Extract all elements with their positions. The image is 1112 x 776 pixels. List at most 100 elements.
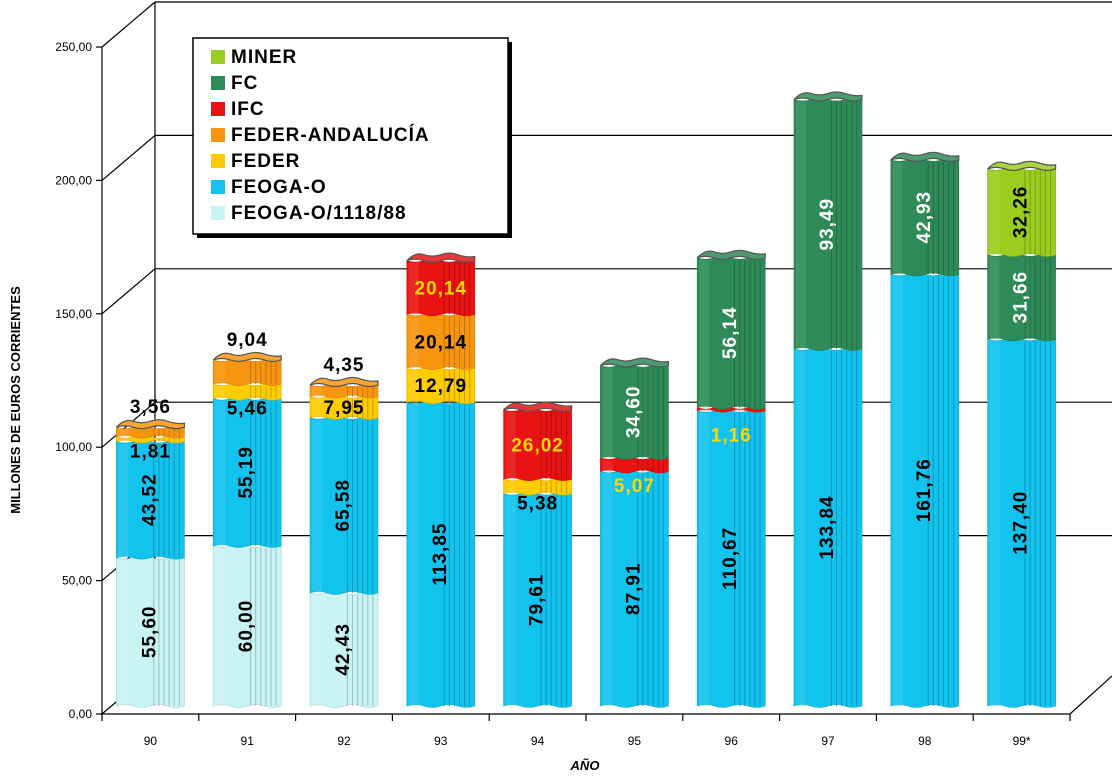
legend-label: FEOGA-O (231, 177, 327, 198)
legend-swatch (211, 102, 225, 116)
data-label: 5,46 (227, 399, 268, 420)
y-tick-label: 150,00 (55, 307, 92, 321)
bar-segment (212, 544, 282, 708)
legend-label: MINER (231, 47, 297, 68)
data-label: 110,67 (720, 527, 741, 590)
bar-cap (503, 401, 573, 412)
x-tick-label: 92 (337, 734, 351, 748)
bar-segment (406, 400, 476, 708)
data-label: 32,26 (1011, 186, 1032, 239)
legend-label: FC (231, 73, 258, 94)
legend-label: FEDER (231, 151, 300, 172)
data-label: 133,84 (817, 495, 838, 559)
data-label: 9,04 (227, 330, 268, 351)
data-label: 79,61 (527, 574, 548, 627)
data-label: 55,19 (236, 446, 257, 499)
data-label: 26,02 (511, 436, 564, 457)
bar-segment (406, 312, 476, 370)
x-tick-label: 98 (918, 734, 932, 748)
legend-swatch (211, 154, 225, 168)
legend-label: IFC (231, 99, 265, 120)
data-label: 34,60 (623, 385, 644, 438)
data-label: 161,76 (914, 458, 935, 522)
data-label: 65,58 (333, 479, 354, 532)
legend-swatch (211, 76, 225, 90)
x-axis-title: AÑO (570, 758, 600, 773)
data-label: 3,56 (130, 397, 171, 418)
legend-swatch (211, 50, 225, 64)
chart-data-labels: 55,60 43,52 1,81 3,56 60,00 55,19 5,46 9,04 42,4… (130, 186, 1032, 676)
bar-segment (116, 439, 185, 560)
bar-segment (890, 272, 960, 708)
x-tick-label: 97 (821, 734, 835, 748)
bar-segment (406, 258, 476, 317)
x-tick-label: 99* (1013, 734, 1031, 748)
bar-segment (696, 256, 766, 410)
bar-cap (115, 419, 185, 430)
legend-swatch (211, 206, 225, 220)
bar-segment (503, 408, 572, 482)
data-label: 93,49 (817, 198, 838, 251)
side-wall-line (101, 268, 156, 315)
chart-axes: 0,00 50,00 100,00 150,00 200,00 250,00 90 91 92 9… (55, 40, 1112, 748)
bar-segment (212, 396, 282, 548)
y-tick-label: 250,00 (55, 40, 92, 54)
data-label: 56,14 (720, 306, 741, 359)
floor-edge (1069, 675, 1112, 715)
data-label: 42,93 (914, 191, 935, 244)
legend-swatch (211, 180, 225, 194)
data-label: 5,07 (614, 476, 655, 497)
bar-cap (890, 151, 960, 162)
data-label: 43,52 (139, 473, 160, 526)
bar-segment (600, 469, 669, 708)
bar-cap (987, 160, 1057, 171)
bar-cap (212, 351, 282, 363)
side-wall-line (101, 1, 156, 48)
data-label: 60,00 (236, 600, 257, 653)
data-label: 137,40 (1011, 491, 1032, 555)
bar-cap (406, 252, 476, 263)
x-tick-label: 90 (144, 734, 158, 748)
data-label: 42,43 (333, 623, 354, 676)
x-tick-label: 91 (241, 734, 255, 748)
x-tick-label: 94 (531, 734, 545, 748)
y-tick-label: 0,00 (69, 707, 93, 721)
chart-legend: MINER FC IFC FEDER-ANDALUCÍA FEDER FEOGA-O FEO… (192, 37, 512, 238)
bar-segment (212, 382, 282, 401)
data-label: 4,35 (324, 355, 365, 376)
data-label: 20,14 (415, 332, 468, 353)
data-label: 31,66 (1011, 271, 1032, 324)
legend-swatch (211, 128, 225, 142)
data-label: 5,38 (517, 494, 558, 515)
data-label: 113,85 (430, 523, 451, 586)
bar-segment (309, 394, 379, 420)
data-label: 55,60 (139, 606, 160, 659)
y-axis-title: MILLONES DE EUROS CORRIENTES (8, 286, 23, 514)
data-label: 87,91 (623, 562, 644, 615)
x-tick-label: 96 (725, 734, 739, 748)
bar-segment (116, 555, 185, 708)
side-wall-line (101, 134, 156, 181)
data-label: 1,81 (130, 442, 171, 463)
bar-segment (212, 358, 282, 386)
data-label: 7,95 (324, 398, 365, 419)
data-label: 12,79 (415, 376, 468, 397)
bar-cap (696, 249, 766, 260)
x-tick-label: 93 (434, 734, 448, 748)
legend-box (192, 37, 509, 235)
bar-cap (793, 91, 863, 102)
legend-label: FEOGA-O/1118/88 (231, 203, 407, 224)
bar-cap (309, 376, 379, 388)
y-tick-label: 100,00 (55, 440, 92, 454)
data-label: 1,16 (711, 426, 752, 447)
bar-segment (890, 158, 960, 277)
y-tick-label: 50,00 (62, 574, 92, 588)
legend-label: FEDER-ANDALUCÍA (231, 124, 430, 146)
data-label: 20,14 (415, 279, 468, 300)
bar-cap (599, 357, 669, 368)
x-tick-label: 95 (628, 734, 642, 748)
y-tick-label: 200,00 (55, 173, 92, 187)
bar-segment (987, 167, 1056, 257)
chart-bars (115, 91, 1057, 708)
